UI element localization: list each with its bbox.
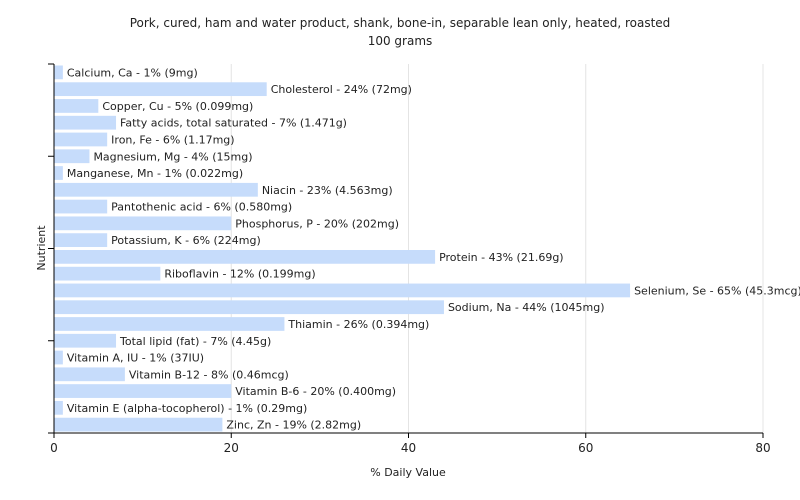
bar-label: Total lipid (fat) - 7% (4.45g)	[119, 335, 271, 348]
bar	[54, 182, 258, 197]
bar	[54, 199, 108, 214]
bar-label: Sodium, Na - 44% (1045mg)	[448, 301, 605, 314]
bar-label: Niacin - 23% (4.563mg)	[262, 184, 393, 197]
x-tick-label: 60	[578, 441, 593, 455]
bar-label: Riboflavin - 12% (0.199mg)	[164, 268, 315, 281]
bar	[54, 233, 108, 247]
grid-lines	[230, 64, 764, 433]
axes: 0 20 40 60 80	[48, 63, 771, 455]
bar	[54, 400, 63, 415]
x-tick-label: 20	[224, 441, 239, 455]
bar	[54, 367, 125, 382]
bar	[54, 115, 117, 130]
bar-label: Thiamin - 26% (0.394mg)	[287, 318, 429, 331]
bar	[54, 132, 108, 147]
bar-label: Copper, Cu - 5% (0.099mg)	[102, 100, 253, 113]
bar	[54, 266, 161, 281]
bar-label: Pantothenic acid - 6% (0.580mg)	[111, 201, 292, 214]
bar-label: Vitamin B-12 - 8% (0.46mcg)	[129, 368, 289, 381]
bar-label: Iron, Fe - 6% (1.17mg)	[111, 133, 234, 146]
bar-label: Calcium, Ca - 1% (9mg)	[67, 66, 198, 79]
bar-label: Selenium, Se - 65% (45.3mcg)	[634, 284, 800, 297]
bar	[54, 166, 63, 180]
chart-title: Pork, cured, ham and water product, shan…	[130, 16, 671, 30]
x-tick-label: 80	[755, 441, 770, 455]
x-tick-label: 40	[401, 441, 416, 455]
bar-label: Phosphorus, P - 20% (202mg)	[235, 217, 399, 230]
bar-label: Vitamin B-6 - 20% (0.400mg)	[235, 385, 396, 398]
bar-label: Vitamin A, IU - 1% (37IU)	[67, 352, 204, 365]
bar-label: Vitamin E (alpha-tocopherol) - 1% (0.29m…	[67, 402, 307, 415]
bar-label: Protein - 43% (21.69g)	[439, 251, 564, 264]
bar-label: Zinc, Zn - 19% (2.82mg)	[226, 419, 361, 432]
bar	[54, 384, 232, 398]
y-axis-label: Nutrient	[35, 225, 48, 271]
bar	[54, 350, 63, 365]
bar	[54, 317, 285, 331]
x-tick-label: 0	[50, 441, 58, 455]
bar	[54, 65, 63, 80]
bar	[54, 216, 232, 231]
bar	[54, 300, 444, 315]
bar	[54, 333, 117, 348]
bar	[54, 250, 436, 264]
bar	[54, 82, 267, 97]
bar	[54, 417, 223, 432]
bar-label: Fatty acids, total saturated - 7% (1.471…	[120, 117, 347, 130]
x-axis-label: % Daily Value	[370, 466, 446, 479]
bar	[54, 149, 90, 164]
bar-label: Potassium, K - 6% (224mg)	[111, 234, 261, 247]
bar-label: Magnesium, Mg - 4% (15mg)	[93, 150, 252, 163]
bar-label: Cholesterol - 24% (72mg)	[271, 83, 412, 96]
bar-label: Manganese, Mn - 1% (0.022mg)	[67, 167, 243, 180]
bar	[54, 99, 99, 113]
bars: Calcium, Ca - 1% (9mg) Cholesterol - 24% …	[54, 65, 800, 432]
bar	[54, 283, 631, 298]
chart-subtitle: 100 grams	[368, 34, 433, 48]
